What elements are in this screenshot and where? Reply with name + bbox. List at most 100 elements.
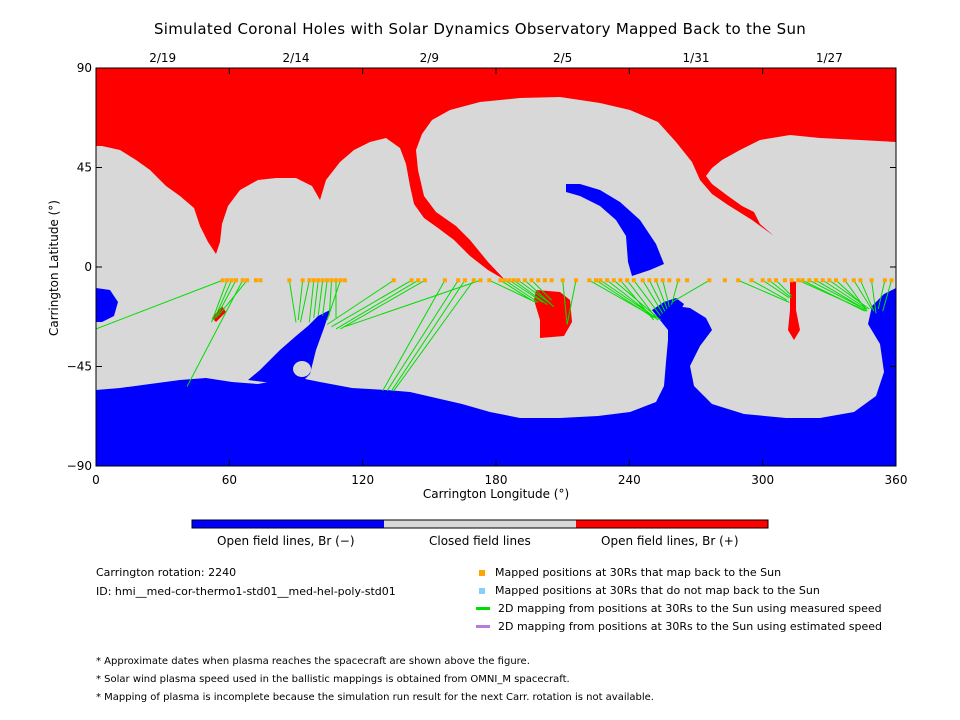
mapped-point [611, 278, 616, 283]
mapping-line [513, 279, 548, 305]
mapped-point [827, 278, 832, 283]
mapping-line [215, 280, 237, 319]
y-tick-label: −45 [67, 360, 92, 374]
colorbar [191, 519, 769, 529]
legend-item-mapped: Mapped positions at 30Rs that map back t… [476, 566, 781, 579]
mapped-point [760, 278, 765, 283]
mapping-line [844, 279, 868, 312]
mapped-point [522, 278, 527, 283]
colorbar-label-closed: Closed field lines [429, 534, 531, 548]
mapping-line [562, 280, 568, 325]
mapping-line [626, 279, 657, 319]
mapping-line [299, 280, 310, 323]
mapping-line [606, 279, 659, 321]
mapped-point [507, 278, 512, 283]
mapped-point [529, 278, 534, 283]
mapped-point [442, 278, 447, 283]
mapped-point [391, 278, 396, 283]
mapped-point [654, 278, 658, 283]
mapped-point [749, 278, 754, 283]
x-axis-label: Carrington Longitude (°) [423, 487, 569, 501]
mapped-point [220, 278, 225, 283]
mapping-line [871, 280, 877, 314]
legend-swatch-estimated [476, 625, 490, 628]
mapped-point [416, 278, 421, 283]
mapping-line [340, 279, 426, 330]
mapped-point [858, 278, 863, 283]
mapped-point [767, 278, 772, 283]
mapped-point [329, 278, 334, 283]
y-tick-label: 45 [77, 161, 92, 175]
mapped-point [338, 278, 343, 283]
mapping-line [882, 280, 893, 312]
legend-swatch-mapped [479, 569, 485, 576]
y-tick-label: 90 [77, 61, 92, 75]
mapping-line [655, 280, 668, 310]
negative-blob-small [293, 361, 311, 377]
mapping-line [393, 279, 475, 392]
note-plasma-speed: * Solar wind plasma speed used in the ba… [96, 674, 570, 685]
mapped-point [498, 278, 503, 283]
mapping-line [489, 279, 537, 303]
legend-swatch-measured [476, 607, 490, 610]
date-tick-label: 2/9 [420, 51, 439, 65]
mapping-line [620, 279, 655, 321]
map-area [96, 68, 896, 466]
mapped-point [487, 278, 492, 283]
mapped-point [516, 278, 521, 283]
date-tick-label: 2/14 [283, 51, 310, 65]
mapping-line [751, 279, 788, 301]
mapped-point [598, 278, 603, 283]
mapped-point [814, 278, 818, 283]
mapped-point [594, 278, 598, 283]
mapping-line [386, 279, 459, 392]
mapping-line [517, 279, 552, 305]
mapped-point [471, 278, 476, 283]
mapped-point [676, 278, 681, 283]
mapping-line [313, 280, 319, 318]
mapped-point [618, 278, 623, 283]
mapping-line [738, 279, 790, 303]
mapping-line [391, 279, 466, 392]
mapping-line [648, 280, 666, 312]
mapping-line [95, 279, 223, 330]
north-positive-region [96, 68, 896, 280]
colorbar-open-negative [192, 520, 384, 528]
mapping-line [815, 279, 866, 310]
mapping-line [835, 279, 866, 308]
note-incomplete: * Mapping of plasma is incomplete becaus… [96, 692, 654, 703]
mapped-point [851, 278, 856, 283]
mapped-point [502, 278, 507, 283]
mapped-point [774, 278, 778, 283]
mapping-line [322, 280, 328, 316]
mapped-point [574, 278, 578, 283]
legend-item-estimated: 2D mapping from positions at 30Rs to the… [476, 620, 882, 633]
axis-ticks-layer: 0 60 120 180 240 300 360 90 45 0 −45 −90 2/19 2/14 2/9… [67, 51, 908, 487]
mapping-line [344, 279, 481, 328]
mapping-line [186, 280, 244, 387]
mapping-line [509, 279, 543, 303]
mapping-line [633, 279, 661, 316]
mapping-lines-layer [95, 279, 893, 392]
mapped-point [240, 278, 245, 283]
mapping-line [877, 280, 886, 310]
negative-tongue-255 [652, 298, 684, 330]
mapped-point [587, 278, 592, 283]
note-dates: * Approximate dates when plasma reaches … [96, 656, 530, 667]
mapped-point [456, 278, 461, 283]
colorbar-label-positive: Open field lines, Br (+) [601, 534, 739, 548]
mapped-point [807, 278, 812, 283]
mapping-line [642, 280, 664, 314]
mapping-line [326, 280, 341, 321]
mapped-point [605, 278, 610, 283]
mapped-point [625, 278, 630, 283]
mapped-point [842, 278, 847, 283]
legend-item-not-mapped: Mapped positions at 30Rs that do not map… [476, 584, 820, 597]
colorbar-open-positive [576, 520, 768, 528]
colorbar-closed [384, 520, 576, 528]
mapped-point [422, 278, 427, 283]
carrington-rotation: Carrington rotation: 2240 [96, 566, 237, 579]
date-tick-label: 2/5 [553, 51, 572, 65]
model-id: ID: hmi__med-cor-thermo1-std01__med-hel-… [96, 585, 396, 598]
mapped-point [889, 278, 894, 283]
